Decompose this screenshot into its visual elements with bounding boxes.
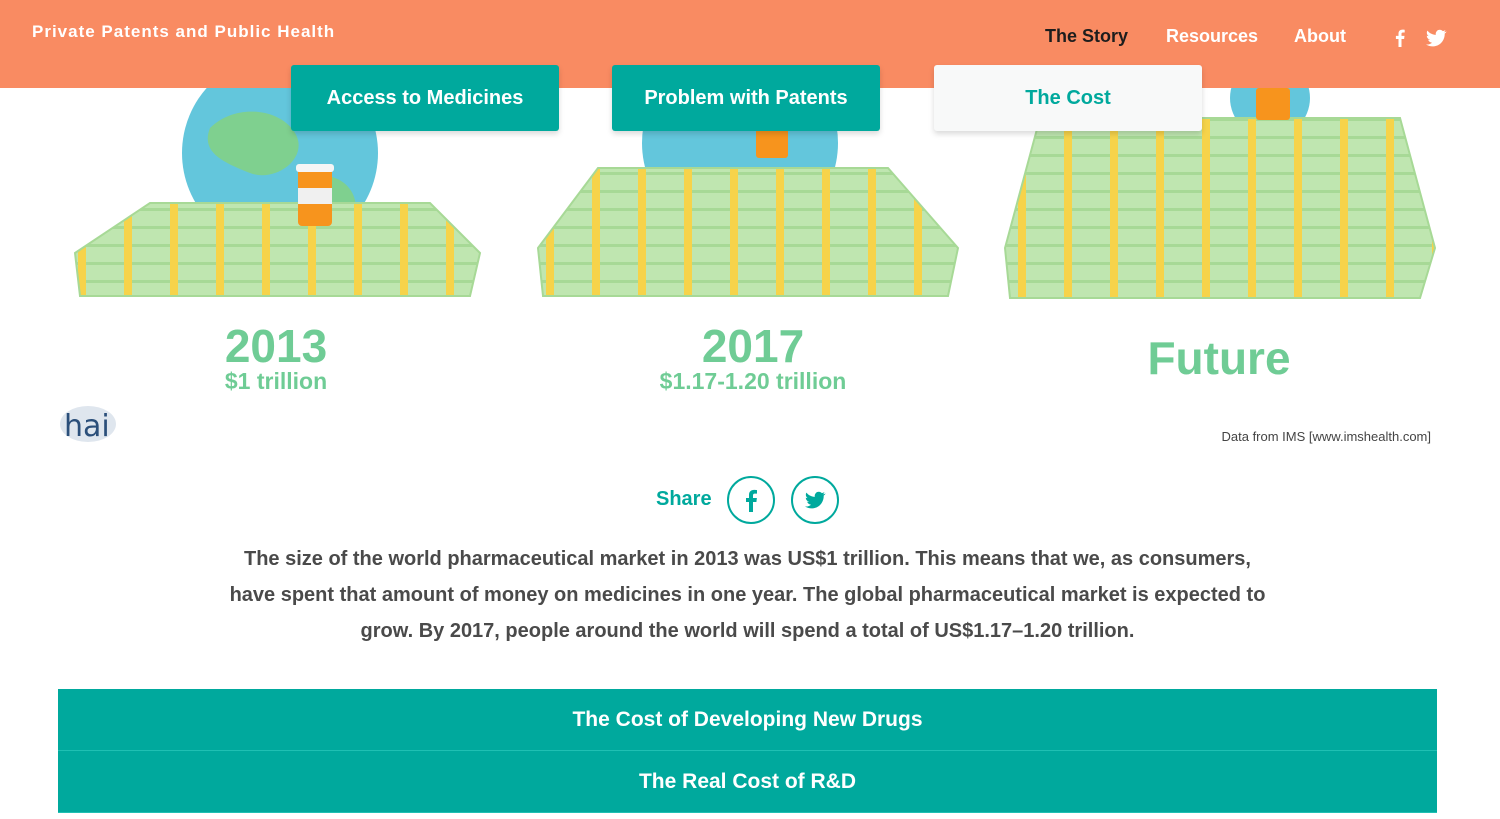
nav-about[interactable]: About (1294, 26, 1346, 46)
site-title[interactable]: Private Patents and Public Health (32, 22, 336, 41)
data-source-note: Data from IMS [www.imshealth.com] (1221, 429, 1432, 444)
facebook-icon (746, 489, 757, 512)
tab-problem-with-patents[interactable]: Problem with Patents (612, 65, 880, 131)
accordion-item-cost-of-developing-new-drugs[interactable]: The Cost of Developing New Drugs (58, 689, 1437, 751)
tab-the-cost[interactable]: The Cost (934, 65, 1202, 131)
twitter-icon[interactable] (1424, 26, 1448, 50)
topics-accordion: The Cost of Developing New Drugs The Rea… (58, 689, 1437, 813)
nav-the-story[interactable]: The Story (1045, 26, 1129, 46)
accordion-item-real-cost-of-rd[interactable]: The Real Cost of R&D (58, 751, 1437, 813)
era-amount-2013: $1 trillion (224, 368, 328, 394)
era-amount-2017: $1.17-1.20 trillion (659, 368, 847, 394)
share-label: Share (656, 488, 712, 510)
era-year-future: Future (1147, 332, 1291, 384)
twitter-icon (805, 491, 826, 509)
section-tabs: Access to Medicines Problem with Patents… (0, 65, 1500, 131)
body-paragraph: The size of the world pharmaceutical mar… (229, 548, 1266, 642)
share-twitter-button[interactable] (791, 476, 839, 524)
svg-text:hai: hai (64, 409, 110, 444)
facebook-icon[interactable] (1388, 26, 1412, 50)
era-year-2017: 2017 (701, 320, 805, 372)
share-facebook-button[interactable] (727, 476, 775, 524)
nav-resources[interactable]: Resources (1166, 26, 1259, 46)
hai-logo: hai (60, 406, 116, 444)
money-illustration-future (1003, 88, 1437, 299)
main-nav: The Story Resources About (0, 26, 1500, 50)
tab-access-to-medicines[interactable]: Access to Medicines (291, 65, 559, 131)
era-year-2013: 2013 (224, 320, 328, 372)
